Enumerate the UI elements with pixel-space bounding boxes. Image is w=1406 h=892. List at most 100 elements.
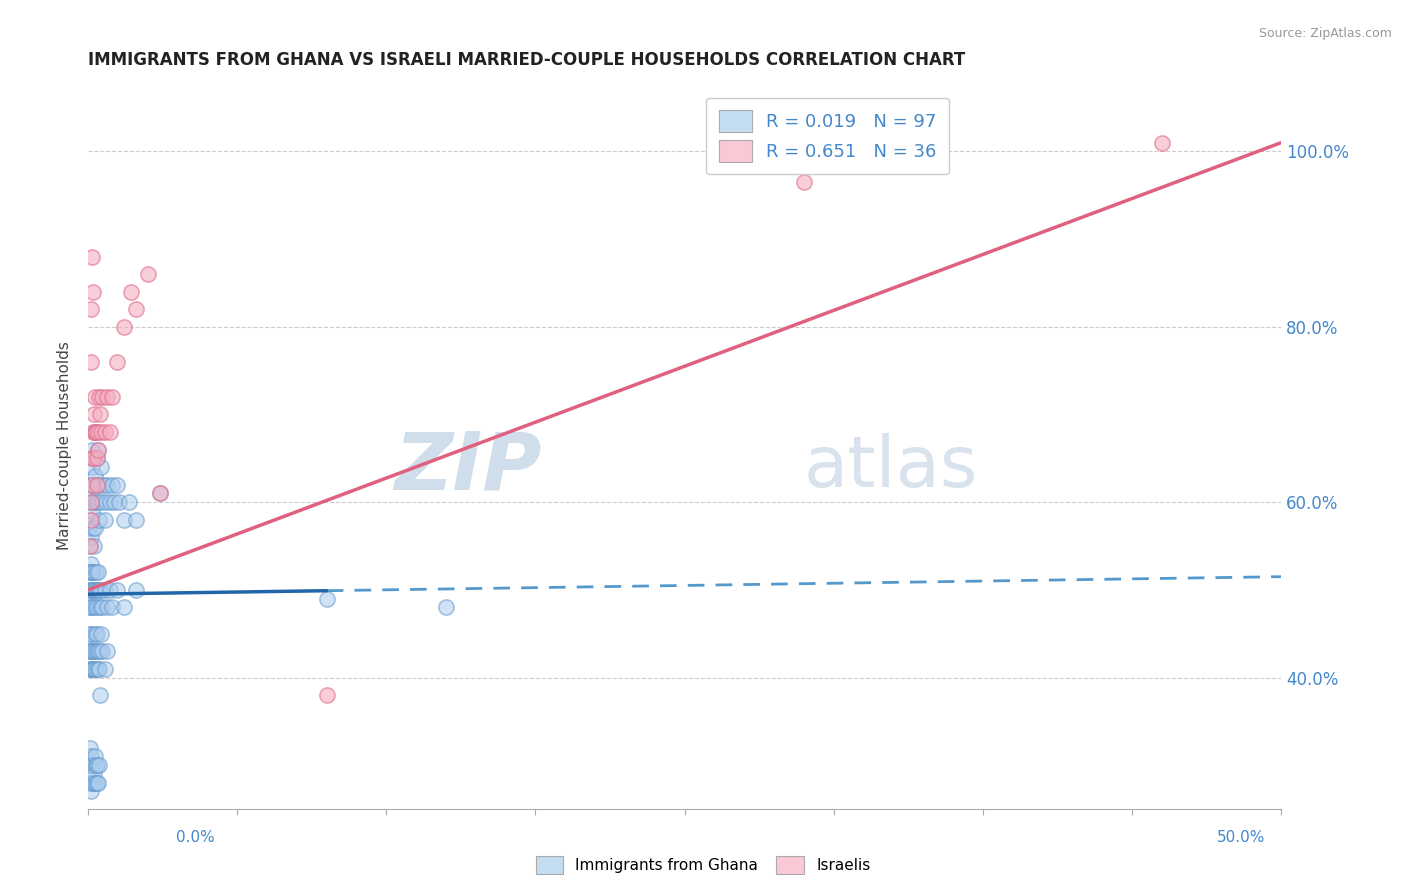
Point <box>80 784 103 798</box>
Point <box>80 530 103 544</box>
Point <box>82 775 104 789</box>
Point <box>83 468 105 483</box>
Point <box>80 513 103 527</box>
Point <box>79 477 101 491</box>
Point <box>84 775 107 789</box>
Point <box>91 495 114 509</box>
Point <box>125 302 148 317</box>
Point <box>112 600 135 615</box>
Point <box>80 451 103 466</box>
Point <box>84 662 107 676</box>
Point <box>86 477 108 491</box>
Point <box>79 662 101 676</box>
Point <box>80 662 103 676</box>
Point <box>82 662 104 676</box>
Point <box>84 425 107 439</box>
Point <box>98 495 121 509</box>
Point <box>434 600 457 615</box>
Point <box>136 267 159 281</box>
Point <box>87 495 110 509</box>
Point <box>120 285 142 299</box>
Point <box>83 539 105 553</box>
Point <box>82 582 104 597</box>
Point <box>90 425 112 439</box>
Point <box>89 644 111 658</box>
Point <box>82 495 104 509</box>
Point <box>87 582 110 597</box>
Point <box>83 451 105 466</box>
Point <box>80 250 103 264</box>
Point <box>89 600 111 615</box>
Point <box>90 460 112 475</box>
Point <box>86 442 108 457</box>
Point <box>112 513 135 527</box>
Point <box>82 644 104 658</box>
Point <box>86 775 108 789</box>
Point <box>83 408 105 422</box>
Point <box>80 600 103 615</box>
Point <box>112 319 135 334</box>
Point <box>86 626 108 640</box>
Legend: R = 0.019   N = 97, R = 0.651   N = 36: R = 0.019 N = 97, R = 0.651 N = 36 <box>706 97 949 174</box>
Point <box>101 477 124 491</box>
Point <box>84 521 107 535</box>
Point <box>79 557 101 571</box>
Text: IMMIGRANTS FROM GHANA VS ISRAELI MARRIED-COUPLE HOUSEHOLDS CORRELATION CHART: IMMIGRANTS FROM GHANA VS ISRAELI MARRIED… <box>89 51 966 69</box>
Point <box>79 740 101 755</box>
Point <box>93 477 115 491</box>
Point <box>82 758 104 772</box>
Point <box>79 355 101 369</box>
Point <box>82 442 104 457</box>
Point <box>82 477 104 491</box>
Point <box>80 758 103 772</box>
Point <box>89 688 111 702</box>
Point <box>105 477 128 491</box>
Point <box>98 425 121 439</box>
Point <box>79 758 101 772</box>
Point <box>94 662 117 676</box>
Point <box>91 644 114 658</box>
Text: atlas: atlas <box>804 433 979 501</box>
Point <box>315 688 337 702</box>
Point <box>149 486 172 500</box>
Point <box>79 644 101 658</box>
Point <box>84 566 107 580</box>
Point <box>91 600 114 615</box>
Point <box>87 758 110 772</box>
Point <box>94 495 117 509</box>
Y-axis label: Married-couple Households: Married-couple Households <box>58 341 72 549</box>
Point <box>83 767 105 781</box>
Point <box>101 390 124 404</box>
Point <box>80 302 103 317</box>
Point <box>82 600 104 615</box>
Point <box>80 582 103 597</box>
Point <box>84 582 107 597</box>
Point <box>87 566 110 580</box>
Point <box>86 775 108 789</box>
Point <box>87 425 110 439</box>
Point <box>91 390 114 404</box>
Point <box>94 582 117 597</box>
Point <box>103 495 125 509</box>
Text: Source: ZipAtlas.com: Source: ZipAtlas.com <box>1258 27 1392 40</box>
Point <box>82 477 104 491</box>
Point <box>80 460 103 475</box>
Point <box>105 582 128 597</box>
Point <box>96 644 118 658</box>
Point <box>98 582 121 597</box>
Point <box>86 451 108 466</box>
Point <box>118 495 141 509</box>
Point <box>87 390 110 404</box>
Point <box>86 442 108 457</box>
Point <box>82 644 104 658</box>
Point <box>96 600 118 615</box>
Point <box>86 758 108 772</box>
Point <box>80 626 103 640</box>
Point <box>87 513 110 527</box>
Point <box>82 425 104 439</box>
Point <box>83 582 105 597</box>
Text: 50.0%: 50.0% <box>1218 830 1265 845</box>
Point <box>1150 136 1173 150</box>
Point <box>82 566 104 580</box>
Point <box>82 285 104 299</box>
